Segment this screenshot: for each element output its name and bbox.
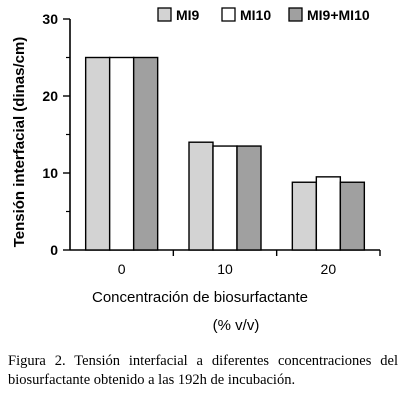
- bar: [291, 181, 318, 251]
- bar: [212, 145, 238, 251]
- bar: [339, 181, 366, 251]
- bar-chart: 0 10 20 30 0 10 20 MI9 MI10 MI9+MI10 Tensión int…: [11, 7, 381, 334]
- legend-swatch: [157, 7, 172, 22]
- chart-ticks: 0 10 20 30 0 10 20: [42, 11, 381, 277]
- x-axis-units-label: (% v/v): [213, 317, 260, 334]
- legend-swatch: [221, 7, 236, 22]
- x-axis-label: Concentración de biosurfactante: [92, 289, 308, 306]
- bar: [315, 176, 342, 251]
- bar: [84, 56, 111, 251]
- x-tick-label: 20: [321, 261, 337, 277]
- x-tick-label: 0: [118, 261, 126, 277]
- chart-bars: [84, 56, 366, 251]
- bar: [236, 145, 262, 251]
- legend-label: MI10: [240, 7, 271, 23]
- bar: [188, 141, 214, 251]
- chart-legend: MI9 MI10 MI9+MI10: [157, 7, 370, 23]
- y-tick-label: 0: [50, 242, 58, 258]
- y-tick-label: 30: [42, 11, 58, 27]
- x-tick-label: 10: [217, 261, 233, 277]
- legend-label: MI9+MI10: [307, 7, 370, 23]
- y-axis-label: Tensión interfacial (dinas/cm): [11, 37, 28, 248]
- legend-label: MI9: [176, 7, 200, 23]
- bar: [132, 56, 159, 251]
- y-tick-label: 10: [42, 165, 58, 181]
- y-tick-label: 20: [42, 88, 58, 104]
- figure-caption: Figura 2. Tensión interfacial a diferent…: [8, 353, 398, 388]
- legend-swatch: [288, 7, 303, 22]
- bar: [108, 56, 135, 251]
